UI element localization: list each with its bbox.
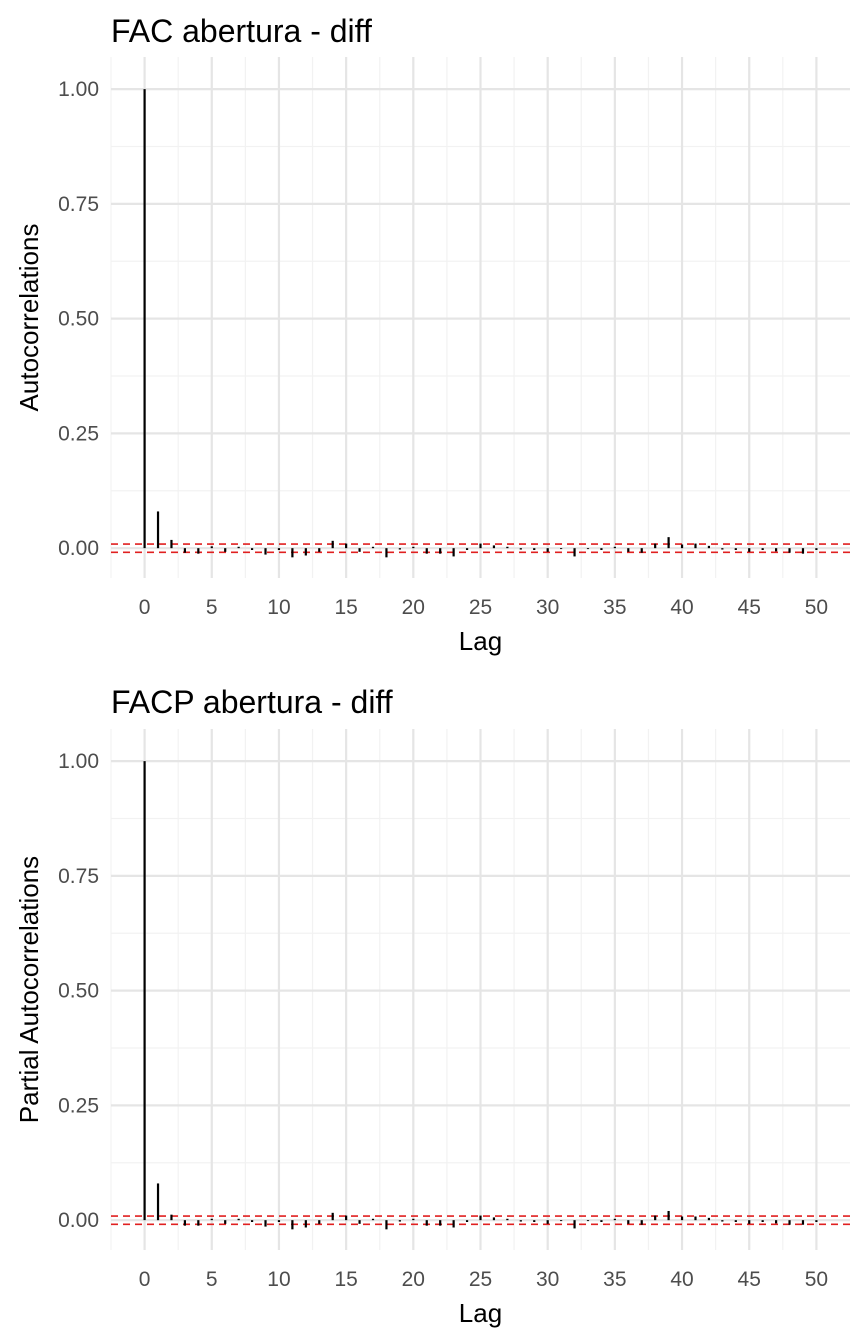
acf-y-tick-label: 0.00 [58,537,99,560]
acf-x-tick-label: 50 [805,596,828,619]
acf-x-axis-title: Lag [459,626,502,656]
acf-panel: FAC abertura - diff 0.00 0.25 0.50 0.75 1.00… [14,13,850,656]
pacf-x-tick-label: 15 [334,1268,357,1291]
pacf-x-tick-label: 30 [536,1268,559,1291]
acf-x-tick-label: 25 [469,596,492,619]
pacf-x-axis-title: Lag [459,1298,502,1328]
pacf-y-tick-label: 0.25 [58,1094,99,1117]
pacf-x-tick-label: 20 [402,1268,425,1291]
acf-x-tick-label: 15 [334,596,357,619]
pacf-y-tick-labels: 0.00 0.25 0.50 0.75 1.00 [58,750,99,1232]
pacf-grid [110,729,850,1250]
pacf-panel: FACP abertura - diff 0.00 0.25 0.50 0.75 1.0… [14,684,850,1328]
acf-x-tick-labels: 0 5 10 15 20 25 30 35 40 45 50 [139,596,828,619]
pacf-y-tick-label: 0.75 [58,865,99,888]
pacf-x-tick-labels: 0 5 10 15 20 25 30 35 40 45 50 [139,1268,828,1291]
acf-x-tick-label: 40 [670,596,693,619]
acf-y-axis-title: Autocorrelations [14,224,44,412]
pacf-x-tick-label: 5 [206,1268,218,1291]
acf-x-tick-label: 5 [206,596,218,619]
acf-bars [143,89,818,558]
acf-confidence-band [111,543,850,554]
pacf-x-tick-label: 10 [267,1268,290,1291]
acf-y-tick-labels: 0.00 0.25 0.50 0.75 1.00 [58,78,99,560]
acf-x-tick-label: 30 [536,596,559,619]
pacf-confidence-band [111,1215,850,1226]
pacf-x-tick-label: 25 [469,1268,492,1291]
acf-y-tick-label: 0.75 [58,193,99,216]
pacf-y-tick-label: 0.00 [58,1209,99,1232]
pacf-x-tick-label: 0 [139,1268,151,1291]
acf-x-tick-label: 35 [603,596,626,619]
pacf-y-axis-title: Partial Autocorrelations [14,856,44,1123]
pacf-x-tick-label: 35 [603,1268,626,1291]
pacf-title: FACP abertura - diff [111,684,393,720]
acf-x-tick-label: 10 [267,596,290,619]
acf-y-tick-label: 0.50 [58,308,99,331]
acf-x-tick-label: 0 [139,596,151,619]
acf-title: FAC abertura - diff [111,13,372,49]
acf-y-tick-label: 0.25 [58,422,99,445]
acf-grid [110,57,850,578]
pacf-x-tick-label: 50 [805,1268,828,1291]
acf-y-tick-label: 1.00 [58,78,99,101]
pacf-bars [143,761,818,1230]
pacf-y-tick-label: 0.50 [58,980,99,1003]
pacf-x-tick-label: 45 [738,1268,761,1291]
pacf-x-tick-label: 40 [670,1268,693,1291]
acf-x-tick-label: 45 [738,596,761,619]
acf-x-tick-label: 20 [402,596,425,619]
pacf-y-tick-label: 1.00 [58,750,99,773]
